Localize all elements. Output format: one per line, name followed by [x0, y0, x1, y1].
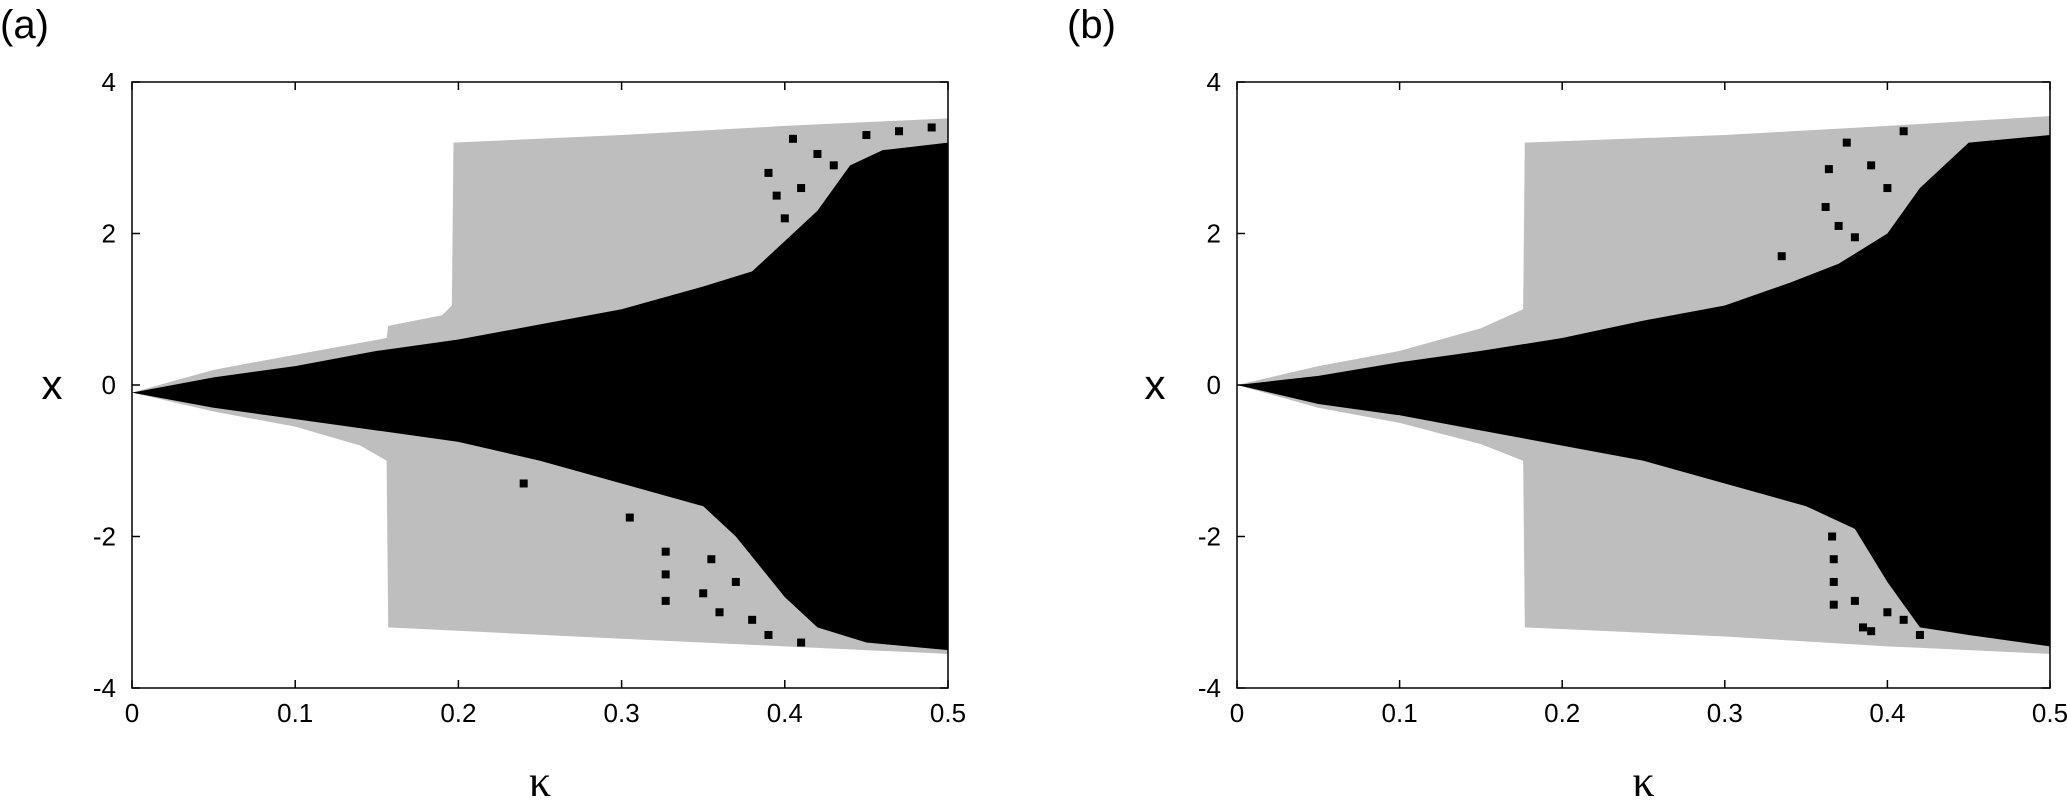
scatter-point — [846, 176, 855, 185]
scatter-point — [1859, 623, 1868, 632]
x-tick-label: 0.1 — [1382, 698, 1418, 728]
black-attractor-region — [132, 142, 948, 651]
x-tick-label: 0 — [1230, 698, 1244, 728]
x-axis-label: κ — [1632, 757, 1654, 802]
x-tick-label: 0.4 — [1869, 698, 1905, 728]
scatter-point — [764, 168, 773, 177]
black-attractor-region — [1237, 135, 2050, 647]
scatter-point — [1850, 596, 1859, 605]
scatter-point — [1828, 532, 1837, 541]
scatter-point — [519, 479, 528, 488]
y-tick-label: -4 — [93, 673, 116, 703]
scatter-point — [1826, 505, 1835, 514]
scatter-point — [748, 615, 757, 624]
x-tick-label: 0.2 — [1544, 698, 1580, 728]
scatter-point — [1842, 138, 1851, 147]
scatter-point — [1899, 615, 1908, 624]
y-tick-label: 0 — [102, 370, 116, 400]
scatter-point — [895, 127, 904, 136]
scatter-point — [731, 577, 740, 586]
scatter-point — [661, 547, 670, 556]
scatter-point — [1829, 555, 1838, 564]
y-axis-label: x — [42, 361, 63, 408]
x-tick-label: 0.5 — [930, 698, 966, 728]
x-tick-label: 0 — [125, 698, 139, 728]
panel-b: 0 0.1 0.2 0.3 0.4 0.5 4 2 0 -2 -4 (b) x κ — [1067, 3, 2067, 802]
scatter-point — [1867, 161, 1876, 170]
scatter-point — [780, 214, 789, 223]
y-tick-label: 4 — [1207, 67, 1221, 97]
scatter-point — [715, 608, 724, 617]
y-tick-label: -2 — [93, 522, 116, 552]
scatter-point — [625, 513, 634, 522]
scatter-point — [1915, 630, 1924, 639]
scatter-point — [661, 596, 670, 605]
scatter-point — [862, 131, 871, 140]
y-tick-label: 2 — [1207, 219, 1221, 249]
panel-a: 0 0.1 0.2 0.3 0.4 0.5 4 2 0 -2 -4 (a) x κ — [0, 3, 966, 802]
scatter-point — [707, 555, 716, 564]
scatter-point — [1883, 184, 1892, 193]
panel-label: (a) — [0, 3, 49, 47]
y-tick-label: 0 — [1207, 370, 1221, 400]
y-tick-label: -4 — [1198, 673, 1221, 703]
scatter-point — [764, 630, 773, 639]
scatter-point — [1777, 252, 1786, 261]
y-tick-label: 2 — [102, 219, 116, 249]
scatter-point — [1867, 627, 1876, 636]
scatter-point — [661, 570, 670, 579]
scatter-point — [1883, 608, 1892, 617]
x-tick-label: 0.4 — [767, 698, 803, 728]
scatter-point — [813, 149, 822, 158]
scatter-point — [1821, 202, 1830, 211]
x-tick-label: 0.3 — [604, 698, 640, 728]
scatter-point — [1824, 165, 1833, 174]
scatter-point — [1850, 233, 1859, 242]
scatter-point — [1829, 577, 1838, 586]
scatter-point — [772, 191, 781, 200]
panel-label: (b) — [1067, 3, 1116, 47]
scatter-point — [927, 123, 936, 132]
scatter-point — [699, 589, 708, 598]
scatter-point — [1899, 127, 1908, 136]
scatter-point — [797, 184, 806, 193]
scatter-point — [1834, 221, 1843, 230]
y-axis-label: x — [1145, 361, 1166, 408]
x-tick-label: 0.5 — [2032, 698, 2067, 728]
y-tick-label: -2 — [1198, 522, 1221, 552]
y-tick-label: 4 — [102, 67, 116, 97]
x-tick-label: 0.1 — [277, 698, 313, 728]
x-tick-label: 0.2 — [440, 698, 476, 728]
scatter-point — [1829, 600, 1838, 609]
scatter-point — [788, 134, 797, 143]
scatter-point — [797, 638, 806, 647]
x-axis-label: κ — [529, 757, 551, 802]
x-tick-label: 0.3 — [1707, 698, 1743, 728]
scatter-point — [829, 161, 838, 170]
